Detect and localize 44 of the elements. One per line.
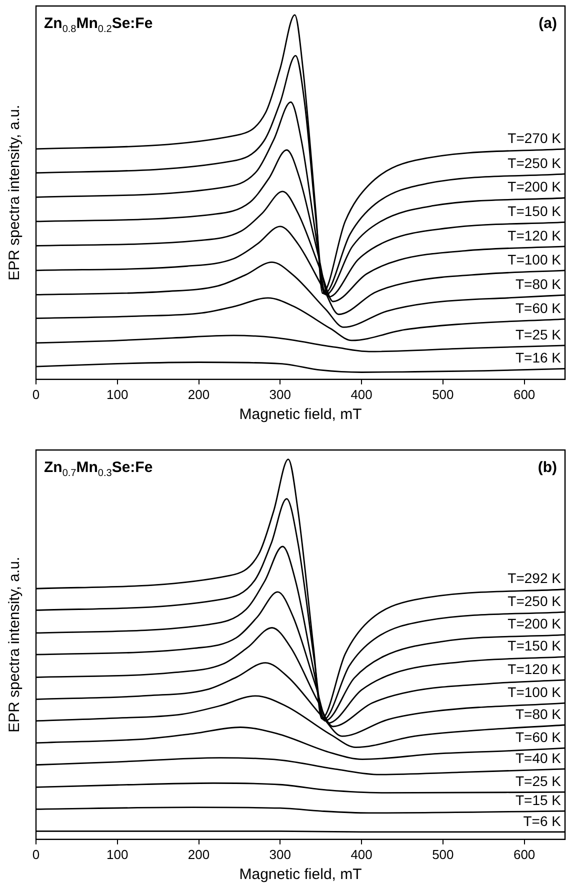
x-tick-label: 500: [432, 386, 454, 402]
series-label: T=16 K: [515, 350, 562, 366]
series-label: T=25 K: [515, 772, 562, 789]
series-label: T=60 K: [515, 728, 562, 745]
series-label: T=80 K: [515, 276, 562, 292]
series-label: T=200 K: [508, 178, 562, 195]
series-label: T=292 K: [508, 570, 562, 586]
x-tick-label: 500: [432, 846, 454, 862]
series-label: T=40 K: [515, 750, 562, 766]
series-label: T=100 K: [508, 684, 562, 700]
x-tick-label: 200: [188, 846, 210, 862]
series-label: T=200 K: [508, 616, 562, 632]
series-label: T=150 K: [508, 203, 562, 220]
x-tick-label: 300: [269, 386, 292, 402]
series-label: T=150 K: [508, 638, 562, 654]
series-label: T=25 K: [515, 326, 562, 342]
x-tick-label: 400: [350, 846, 372, 862]
x-tick-label: 0: [32, 846, 40, 862]
annotation: Zn$_{0.7}$Mn$_{0.3}$Se:Fe: [44, 459, 153, 479]
series-label: T=270 K: [508, 130, 562, 146]
series-label: T=120 K: [508, 660, 562, 677]
x-tick-label: 100: [106, 846, 128, 862]
series-label: T=100 K: [508, 251, 562, 268]
x-tick-label: 100: [106, 386, 128, 402]
y-axis-title: EPR spectra intensity, a.u.: [6, 104, 24, 281]
x-tick-label: 600: [513, 386, 536, 402]
annotation: (a): [538, 15, 557, 32]
series-label: T=250 K: [508, 154, 562, 171]
x-tick-label: 300: [269, 846, 292, 862]
annotation: (b): [538, 459, 557, 476]
x-axis-title: Magnetic field, mT: [239, 866, 362, 884]
x-tick-label: 400: [350, 386, 372, 402]
series-label: T=6 K: [523, 812, 562, 829]
series-label: T=120 K: [508, 227, 562, 244]
series-label: T=60 K: [515, 300, 562, 316]
x-tick-label: 0: [32, 386, 40, 402]
x-tick-label: 600: [513, 846, 536, 862]
x-axis-title: Magnetic field, mT: [239, 406, 362, 424]
y-axis-title: EPR spectra intensity, a.u.: [6, 556, 24, 733]
x-tick-label: 200: [188, 386, 210, 402]
series-label: T=80 K: [515, 706, 562, 722]
series-label: T=250 K: [508, 592, 562, 609]
series-label: T=15 K: [515, 792, 562, 808]
annotation: Zn$_{0.8}$Mn$_{0.2}$Se:Fe: [44, 15, 153, 35]
